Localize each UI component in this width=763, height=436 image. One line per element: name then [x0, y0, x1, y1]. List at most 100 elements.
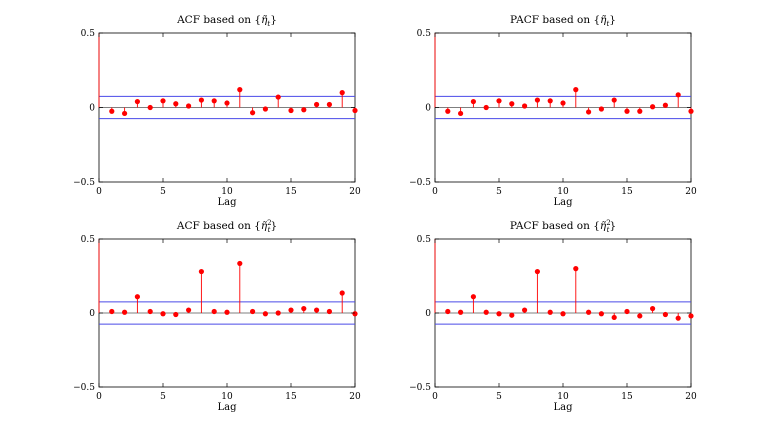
- marker-lag-11: [573, 87, 579, 93]
- marker-lag-6: [509, 312, 515, 318]
- marker-lag-17: [314, 101, 320, 108]
- marker-lag-17: [650, 305, 656, 312]
- marker-lag-20: [688, 313, 694, 319]
- panel-title: ACF based on {η̃2 t}: [176, 219, 277, 234]
- marker-lag-15: [624, 308, 630, 315]
- x-tick-label: 0: [432, 187, 438, 197]
- x-tick-label: 0: [432, 392, 438, 402]
- marker-lag-5: [160, 98, 166, 104]
- marker-lag-7: [522, 307, 528, 313]
- marker-lag-2: [458, 309, 464, 315]
- marker-lag-16: [637, 313, 643, 319]
- marker-lag-13: [262, 311, 268, 317]
- x-tick-label: 5: [496, 392, 502, 402]
- marker-lag-19: [675, 92, 681, 98]
- marker-lag-1: [445, 108, 451, 114]
- marker-lag-15: [624, 108, 630, 114]
- y-tick-label: 0: [89, 104, 95, 114]
- marker-lag-3: [134, 98, 140, 105]
- marker-lag-3: [134, 294, 140, 300]
- marker-lag-12: [250, 110, 256, 116]
- y-tick-label: 0.5: [417, 235, 432, 245]
- y-tick-label: 0.5: [417, 29, 432, 39]
- y-tick-label: −0.5: [409, 178, 431, 188]
- marker-lag-16: [637, 108, 643, 114]
- marker-lag-17: [314, 307, 320, 313]
- marker-lag-1: [109, 308, 115, 315]
- marker-lag-10: [560, 100, 566, 106]
- marker-lag-20: [352, 107, 358, 114]
- marker-lag-5: [496, 98, 502, 104]
- marker-lag-1: [445, 308, 451, 315]
- marker-lag-15: [288, 107, 294, 114]
- x-axis-label: Lag: [553, 197, 573, 208]
- marker-lag-18: [662, 102, 669, 108]
- marker-lag-5: [160, 311, 166, 317]
- marker-lag-20: [688, 108, 694, 114]
- marker-lag-12: [250, 308, 256, 315]
- marker-lag-16: [301, 305, 307, 312]
- y-tick-label: −0.5: [409, 383, 431, 393]
- x-tick-label: 5: [496, 187, 502, 197]
- x-tick-label: 20: [349, 187, 361, 197]
- marker-lag-10: [224, 309, 230, 315]
- x-tick-label: 5: [160, 392, 166, 402]
- x-tick-label: 10: [557, 392, 569, 402]
- panel-title: PACF based on {η̃t}: [510, 14, 616, 28]
- marker-lag-19: [339, 90, 345, 96]
- marker-lag-10: [560, 311, 566, 317]
- marker-lag-9: [211, 98, 217, 104]
- marker-lag-7: [186, 307, 192, 313]
- x-tick-label: 15: [621, 392, 633, 402]
- y-tick-label: 0.5: [81, 235, 96, 245]
- x-tick-label: 15: [285, 187, 297, 197]
- marker-lag-3: [470, 294, 476, 300]
- marker-lag-14: [275, 310, 281, 316]
- x-tick-label: 20: [349, 392, 361, 402]
- marker-lag-3: [470, 98, 476, 105]
- x-tick-label: 0: [96, 187, 102, 197]
- x-tick-label: 15: [621, 187, 633, 197]
- x-tick-label: 20: [685, 392, 697, 402]
- x-tick-label: 10: [557, 187, 569, 197]
- x-axis-label: Lag: [217, 197, 237, 208]
- marker-lag-8: [198, 97, 204, 103]
- marker-lag-4: [483, 104, 489, 111]
- x-tick-label: 20: [685, 187, 697, 197]
- marker-lag-2: [122, 110, 128, 117]
- marker-lag-5: [496, 311, 502, 317]
- marker-lag-13: [598, 106, 605, 112]
- marker-lag-4: [147, 104, 153, 111]
- marker-lag-13: [262, 106, 268, 112]
- marker-lag-18: [662, 311, 669, 318]
- marker-lag-9: [211, 308, 217, 315]
- marker-lag-2: [122, 309, 128, 315]
- y-tick-label: 0: [425, 309, 431, 319]
- marker-lag-9: [547, 98, 553, 104]
- panel-title: PACF based on {η̃2 t}: [510, 219, 616, 234]
- marker-lag-6: [173, 311, 179, 318]
- marker-lag-16: [301, 107, 307, 113]
- marker-lag-8: [198, 268, 204, 275]
- marker-lag-6: [173, 101, 179, 107]
- marker-lag-1: [109, 108, 115, 114]
- marker-lag-4: [483, 309, 489, 315]
- marker-lag-18: [326, 101, 332, 108]
- marker-lag-9: [547, 309, 553, 315]
- y-tick-label: 0.5: [81, 29, 96, 39]
- marker-lag-11: [237, 260, 243, 267]
- x-tick-label: 15: [285, 392, 297, 402]
- marker-lag-2: [458, 110, 464, 117]
- panel-title: ACF based on {η̃t}: [176, 14, 277, 28]
- marker-lag-14: [611, 314, 617, 321]
- marker-lag-18: [326, 308, 332, 315]
- x-axis-label: Lag: [217, 402, 237, 413]
- marker-lag-20: [352, 311, 358, 317]
- marker-lag-8: [534, 268, 541, 275]
- y-tick-label: 0: [89, 309, 95, 319]
- x-tick-label: 5: [160, 187, 166, 197]
